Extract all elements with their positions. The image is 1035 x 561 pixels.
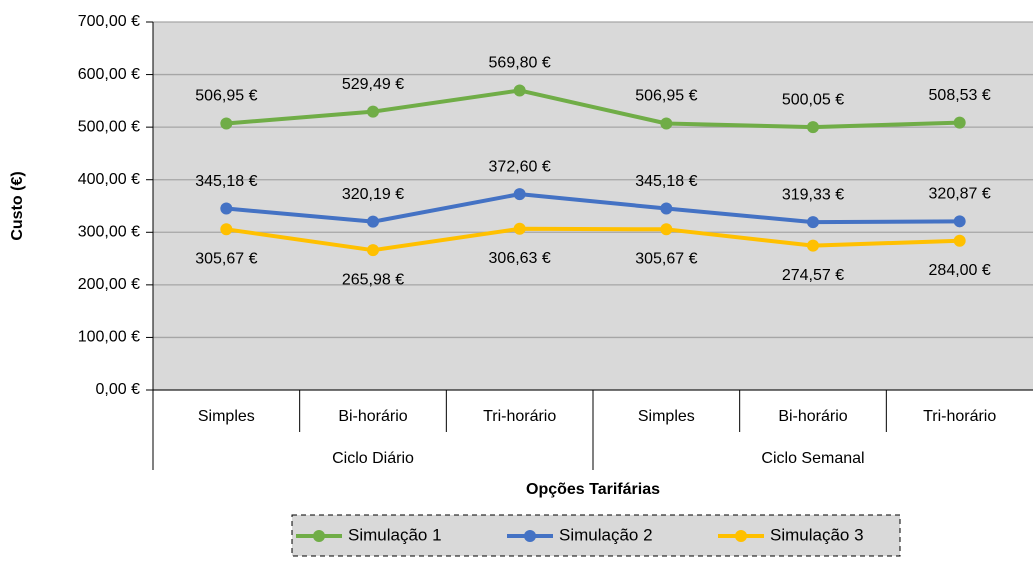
point-marker bbox=[953, 116, 966, 129]
x-tick-label: Tri-horário bbox=[483, 408, 556, 425]
x-tick-label: Simples bbox=[638, 408, 695, 425]
data-label: 500,05 € bbox=[782, 91, 844, 108]
data-label: 506,95 € bbox=[195, 88, 257, 105]
data-label: 345,18 € bbox=[635, 173, 697, 190]
x-tick-label: Bi-horário bbox=[338, 408, 407, 425]
legend-swatch-marker bbox=[524, 530, 536, 542]
data-label: 372,60 € bbox=[489, 158, 551, 175]
point-marker bbox=[513, 222, 526, 235]
point-marker bbox=[513, 188, 526, 201]
legend-swatch-marker bbox=[313, 530, 325, 542]
data-label: 306,63 € bbox=[489, 250, 551, 267]
point-marker bbox=[220, 117, 233, 130]
point-marker bbox=[513, 84, 526, 97]
y-tick-label: 500,00 € bbox=[78, 118, 140, 135]
y-tick-label: 400,00 € bbox=[78, 171, 140, 188]
data-label: 305,67 € bbox=[635, 251, 697, 268]
y-tick-label: 700,00 € bbox=[78, 13, 140, 30]
legend-box bbox=[291, 514, 901, 557]
x-tick-label: Bi-horário bbox=[778, 408, 847, 425]
data-label: 265,98 € bbox=[342, 271, 404, 288]
point-marker bbox=[220, 202, 233, 215]
point-marker bbox=[367, 215, 379, 228]
point-marker bbox=[660, 117, 673, 130]
data-label: 320,19 € bbox=[342, 186, 404, 203]
group-label: Ciclo Diário bbox=[332, 450, 414, 467]
legend-label: Simulação 3 bbox=[770, 525, 864, 544]
y-tick-label: 300,00 € bbox=[78, 224, 140, 241]
series-line bbox=[226, 192, 960, 225]
x-axis-title: Opções Tarifárias bbox=[526, 481, 660, 498]
data-label: 319,33 € bbox=[782, 186, 844, 203]
data-label: 320,87 € bbox=[929, 186, 991, 203]
data-label: 529,49 € bbox=[342, 76, 404, 93]
y-tick-label: 100,00 € bbox=[78, 329, 140, 346]
plot-area bbox=[153, 22, 1033, 390]
data-label: 305,67 € bbox=[195, 251, 257, 268]
point-marker bbox=[953, 215, 966, 228]
point-marker bbox=[807, 216, 819, 229]
series-line bbox=[226, 88, 960, 130]
x-tick-label: Tri-horário bbox=[923, 408, 996, 425]
data-label: 508,53 € bbox=[929, 87, 991, 104]
point-marker bbox=[953, 234, 966, 247]
data-label: 345,18 € bbox=[195, 173, 257, 190]
point-marker bbox=[367, 244, 379, 257]
y-axis-title: Custo (€) bbox=[9, 171, 26, 240]
y-tick-label: 200,00 € bbox=[78, 276, 140, 293]
data-label: 506,95 € bbox=[635, 88, 697, 105]
legend-label: Simulação 2 bbox=[559, 525, 653, 544]
data-label: 274,57 € bbox=[782, 267, 844, 284]
point-marker bbox=[220, 223, 233, 236]
point-marker bbox=[807, 121, 819, 134]
y-tick-label: 600,00 € bbox=[78, 66, 140, 83]
data-label: 569,80 € bbox=[489, 55, 551, 72]
point-marker bbox=[367, 105, 379, 118]
point-marker bbox=[660, 202, 673, 215]
series-line bbox=[226, 226, 960, 253]
legend-swatch-marker bbox=[735, 530, 747, 542]
data-label: 284,00 € bbox=[929, 262, 991, 279]
x-tick-label: Simples bbox=[198, 408, 255, 425]
legend-label: Simulação 1 bbox=[348, 525, 442, 544]
point-marker bbox=[660, 223, 673, 236]
point-marker bbox=[807, 239, 819, 252]
group-label: Ciclo Semanal bbox=[761, 450, 864, 467]
y-tick-label: 0,00 € bbox=[96, 381, 141, 398]
